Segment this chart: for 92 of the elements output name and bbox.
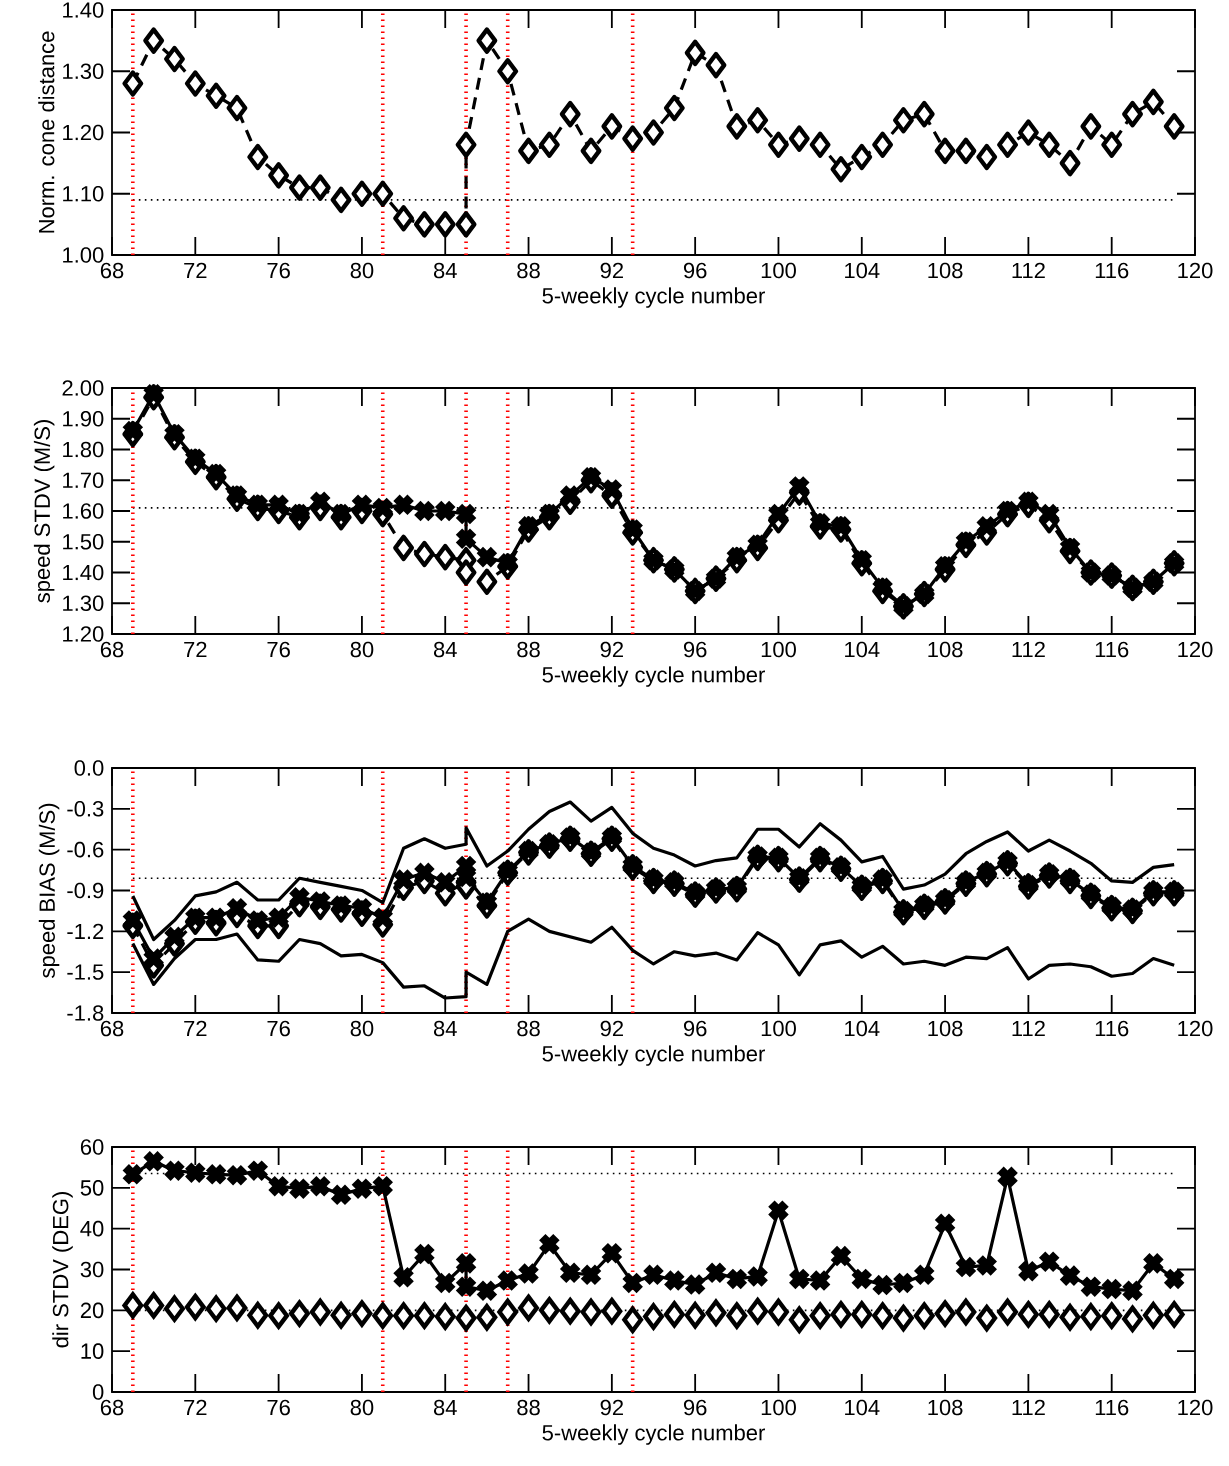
- y-axis-title: dir STDV (DEG): [52, 1192, 73, 1348]
- x-tick-label: 112: [1012, 1020, 1045, 1037]
- x-tick-label: 108: [928, 641, 963, 658]
- x-tick-label: 116: [1095, 641, 1129, 658]
- x-tick-label: 84: [433, 1399, 457, 1416]
- y-tick-label: 1.60: [63, 503, 104, 519]
- y-tick-label: 1.30: [63, 595, 104, 612]
- x-tick-label: 120: [1178, 1020, 1213, 1037]
- y-tick-label: 1.30: [63, 63, 104, 80]
- x-tick-label: 120: [1178, 262, 1213, 279]
- x-tick-label: 92: [600, 1020, 623, 1037]
- x-tick-label: 84: [433, 641, 457, 658]
- y-tick-label: 0: [92, 1384, 104, 1400]
- x-tick-label: 92: [600, 641, 623, 658]
- x-tick-label: 68: [100, 641, 124, 658]
- x-tick-label: 72: [184, 1020, 207, 1037]
- x-tick-label: 88: [517, 1399, 540, 1416]
- y-tick-label: 2.00: [62, 380, 104, 396]
- x-tick-label: 96: [683, 1399, 707, 1416]
- x-tick-label: 84: [433, 1020, 457, 1037]
- y-tick-label: 50: [80, 1180, 104, 1196]
- x-tick-label: 68: [100, 1399, 124, 1416]
- x-tick-label: 100: [761, 1399, 796, 1416]
- x-tick-label: 100: [761, 1020, 796, 1037]
- x-tick-label: 88: [517, 262, 540, 279]
- y-tick-label: 1.70: [63, 472, 104, 489]
- x-tick-label: 120: [1178, 1399, 1213, 1416]
- x-tick-label: 84: [433, 262, 457, 279]
- x-tick-label: 112: [1012, 641, 1045, 658]
- x-tick-label: 72: [184, 641, 207, 658]
- y-tick-label: -0.9: [67, 882, 104, 899]
- x-axis-title: 5-weekly cycle number: [542, 666, 765, 687]
- x-tick-label: 104: [845, 641, 880, 658]
- x-axis-title: 5-weekly cycle number: [542, 287, 765, 308]
- y-tick-label: 10: [81, 1343, 104, 1359]
- x-tick-label: 116: [1095, 1020, 1129, 1037]
- x-tick-label: 96: [683, 641, 707, 658]
- x-tick-label: 104: [845, 1399, 880, 1416]
- y-tick-label: 1.50: [63, 533, 104, 550]
- x-tick-label: 72: [184, 1399, 207, 1416]
- y-tick-label: -1.2: [67, 923, 104, 940]
- x-tick-label: 88: [517, 641, 540, 658]
- x-tick-label: 92: [600, 262, 623, 279]
- x-axis-title: 5-weekly cycle number: [542, 1424, 765, 1445]
- x-tick-label: 108: [928, 1020, 963, 1037]
- y-tick-label: -0.6: [67, 841, 104, 858]
- y-tick-label: 0.0: [74, 760, 104, 776]
- x-tick-label: 76: [267, 1399, 290, 1416]
- x-tick-label: 88: [517, 1020, 540, 1037]
- y-tick-label: 1.40: [63, 564, 104, 581]
- x-tick-label: 100: [761, 262, 796, 279]
- y-tick-label: 1.80: [63, 441, 104, 458]
- x-tick-label: 108: [928, 262, 963, 279]
- x-tick-label: 100: [761, 641, 796, 658]
- y-tick-label: -0.3: [67, 801, 104, 817]
- y-tick-label: 30: [80, 1261, 104, 1278]
- x-tick-label: 104: [845, 262, 880, 279]
- x-tick-label: 76: [267, 262, 290, 279]
- y-tick-label: 1.40: [63, 2, 104, 18]
- x-tick-label: 104: [845, 1020, 880, 1037]
- y-axis-title: speed STDV (M/S): [33, 420, 55, 603]
- x-tick-label: 112: [1012, 262, 1045, 279]
- x-tick-label: 68: [100, 262, 124, 279]
- y-tick-label: 20: [80, 1302, 104, 1319]
- x-tick-label: 96: [683, 1020, 707, 1037]
- x-tick-label: 76: [267, 641, 290, 658]
- y-tick-label: -1.5: [67, 964, 104, 980]
- x-tick-label: 76: [267, 1020, 290, 1037]
- x-tick-label: 80: [350, 1020, 374, 1037]
- y-tick-label: 40: [80, 1220, 104, 1237]
- x-tick-label: 116: [1095, 1399, 1129, 1416]
- x-tick-label: 120: [1178, 641, 1213, 658]
- y-tick-label: 60: [80, 1139, 104, 1155]
- x-tick-label: 92: [600, 1399, 623, 1416]
- x-tick-label: 72: [184, 262, 207, 279]
- x-tick-label: 80: [350, 641, 374, 658]
- x-tick-label: 112: [1012, 1399, 1045, 1416]
- y-tick-label: 1.90: [63, 410, 104, 427]
- y-tick-label: 1.00: [63, 247, 104, 263]
- y-tick-label: -1.8: [67, 1005, 104, 1021]
- y-tick-label: 1.20: [63, 124, 104, 141]
- y-axis-title: Norm. cone distance: [38, 31, 55, 233]
- x-tick-label: 80: [350, 262, 374, 279]
- x-tick-label: 96: [683, 262, 707, 279]
- x-tick-label: 80: [350, 1399, 374, 1416]
- y-tick-label: 1.10: [63, 185, 104, 202]
- x-tick-label: 116: [1095, 262, 1129, 279]
- x-axis-title: 5-weekly cycle number: [542, 1045, 765, 1066]
- y-tick-label: 1.20: [63, 626, 104, 642]
- y-axis-title: speed BIAS (M/S): [38, 803, 60, 978]
- x-tick-label: 68: [100, 1020, 124, 1037]
- x-tick-label: 108: [928, 1399, 963, 1416]
